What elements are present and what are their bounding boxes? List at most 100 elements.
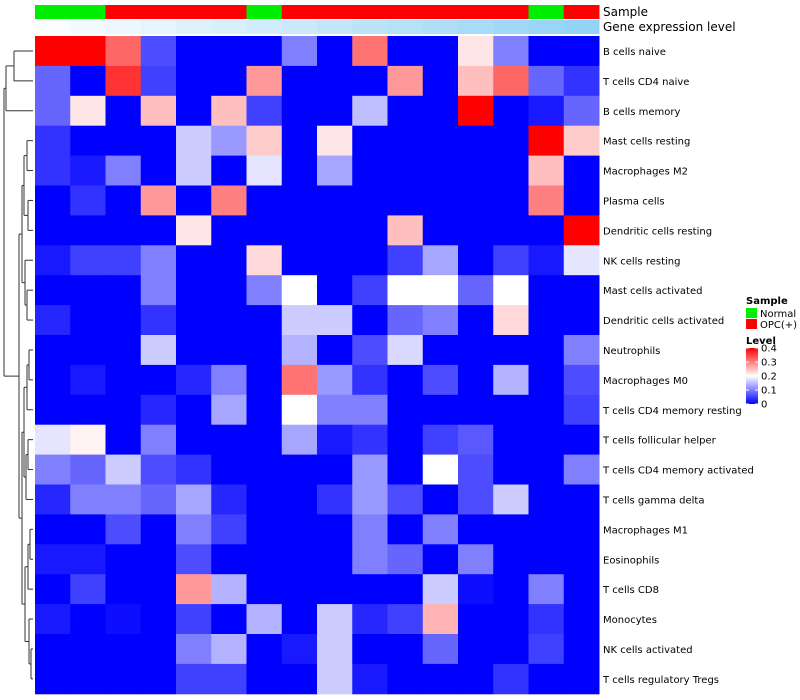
heatmap-cell	[176, 275, 212, 306]
heatmap-cell	[246, 215, 283, 246]
heatmap-cell	[422, 65, 459, 97]
heatmap-cell	[281, 484, 318, 515]
heatmap-cell	[281, 394, 318, 426]
heatmap-cell	[317, 484, 353, 515]
heatmap-cell	[493, 155, 529, 186]
sample-annotation-cell	[70, 5, 106, 19]
heatmap-cell	[281, 65, 318, 97]
heatmap-cell	[35, 663, 71, 695]
heatmap-cell	[528, 424, 565, 456]
heatmap-cell	[70, 245, 106, 276]
heatmap-cell	[493, 574, 529, 605]
heatmap-cell	[70, 275, 106, 306]
heatmap-cell	[211, 484, 247, 515]
heatmap-cell	[458, 125, 494, 157]
heatmap-cell	[493, 484, 529, 515]
heatmap-cell	[528, 634, 565, 665]
heatmap-cell	[105, 544, 142, 575]
heatmap-cell	[211, 544, 247, 575]
heatmap-cell	[458, 275, 494, 306]
row-label: Neutrophils	[603, 346, 660, 357]
heatmap-cell	[211, 335, 247, 366]
heatmap-cell	[70, 544, 106, 575]
heatmap-cell	[458, 604, 494, 635]
heatmap-cell	[140, 634, 177, 665]
legend-level-tick-label: 0.3	[761, 358, 777, 369]
heatmap-cell	[317, 125, 353, 157]
heatmap-cell	[317, 394, 353, 426]
heatmap-cell	[211, 454, 247, 485]
heatmap-cell	[352, 125, 388, 157]
row-label: NK cells activated	[603, 645, 693, 656]
legend-level-tick-label: 0.2	[761, 372, 777, 383]
heatmap-cell	[493, 36, 529, 67]
heatmap-cell	[563, 305, 600, 336]
sample-annotation-cell	[176, 5, 212, 19]
sample-annotation-cell	[105, 5, 142, 19]
heatmap-cell	[140, 36, 177, 67]
heatmap-cell	[493, 454, 529, 485]
heatmap-cell	[176, 125, 212, 157]
heatmap-cell	[176, 604, 212, 635]
heatmap-cell	[105, 215, 142, 246]
sample-annotation-cell	[387, 5, 424, 19]
heatmap-cell	[493, 604, 529, 635]
expression-annotation-cell	[105, 20, 142, 34]
heatmap-cell	[563, 155, 600, 186]
sample-annotation-cell	[528, 5, 565, 19]
heatmap-cell	[528, 185, 565, 216]
heatmap-cell	[35, 394, 71, 426]
heatmap-cell	[352, 544, 388, 575]
heatmap-cell	[528, 36, 565, 67]
legend-level-ticks: 0.4 0.3 0.2 0.1 0	[746, 344, 777, 411]
expression-annotation-cell	[458, 20, 494, 34]
heatmap-cell	[281, 364, 318, 396]
heatmap-cell	[493, 663, 529, 695]
heatmap-cell	[105, 95, 142, 127]
heatmap-cell	[563, 36, 600, 67]
heatmap-cell	[211, 215, 247, 246]
heatmap-cell	[35, 634, 71, 665]
row-label: Dendritic cells resting	[603, 226, 712, 237]
heatmap-cell	[352, 634, 388, 665]
heatmap-cell	[140, 394, 177, 426]
row-label: T cells CD4 naive	[602, 77, 689, 88]
expression-annotation-cell	[422, 20, 459, 34]
heatmap-cell	[70, 663, 106, 695]
heatmap-cell	[105, 514, 142, 545]
heatmap-cell	[176, 305, 212, 336]
heatmap-cell	[352, 514, 388, 545]
heatmap-cell	[458, 155, 494, 186]
heatmap-cell	[281, 634, 318, 665]
heatmap-cell	[317, 544, 353, 575]
heatmap-cell	[352, 305, 388, 336]
heatmap-cell	[176, 65, 212, 97]
heatmap-cell	[246, 275, 283, 306]
heatmap-cell	[70, 574, 106, 605]
heatmap-cell	[140, 125, 177, 157]
heatmap-cell	[176, 335, 212, 366]
heatmap-cell	[422, 574, 459, 605]
heatmap-cell	[35, 185, 71, 216]
heatmap-cell	[105, 125, 142, 157]
heatmap-cell	[422, 394, 459, 426]
heatmap-cell	[563, 544, 600, 575]
heatmap-cell	[70, 454, 106, 485]
heatmap-cell	[458, 663, 494, 695]
heatmap-cell	[493, 634, 529, 665]
expression-annotation-cell	[528, 20, 565, 34]
heatmap-cell	[246, 364, 283, 396]
heatmap-cell	[352, 275, 388, 306]
heatmap-cell	[317, 245, 353, 276]
heatmap-cell	[176, 574, 212, 605]
heatmap-cell	[246, 95, 283, 127]
heatmap-cell	[387, 484, 424, 515]
heatmap-cell	[317, 514, 353, 545]
heatmap-cell	[387, 215, 424, 246]
heatmap-cell	[528, 364, 565, 396]
heatmap-cell	[563, 454, 600, 485]
sample-annotation-cell	[246, 5, 283, 19]
sample-annotation-cell	[422, 5, 459, 19]
heatmap-cell	[281, 215, 318, 246]
